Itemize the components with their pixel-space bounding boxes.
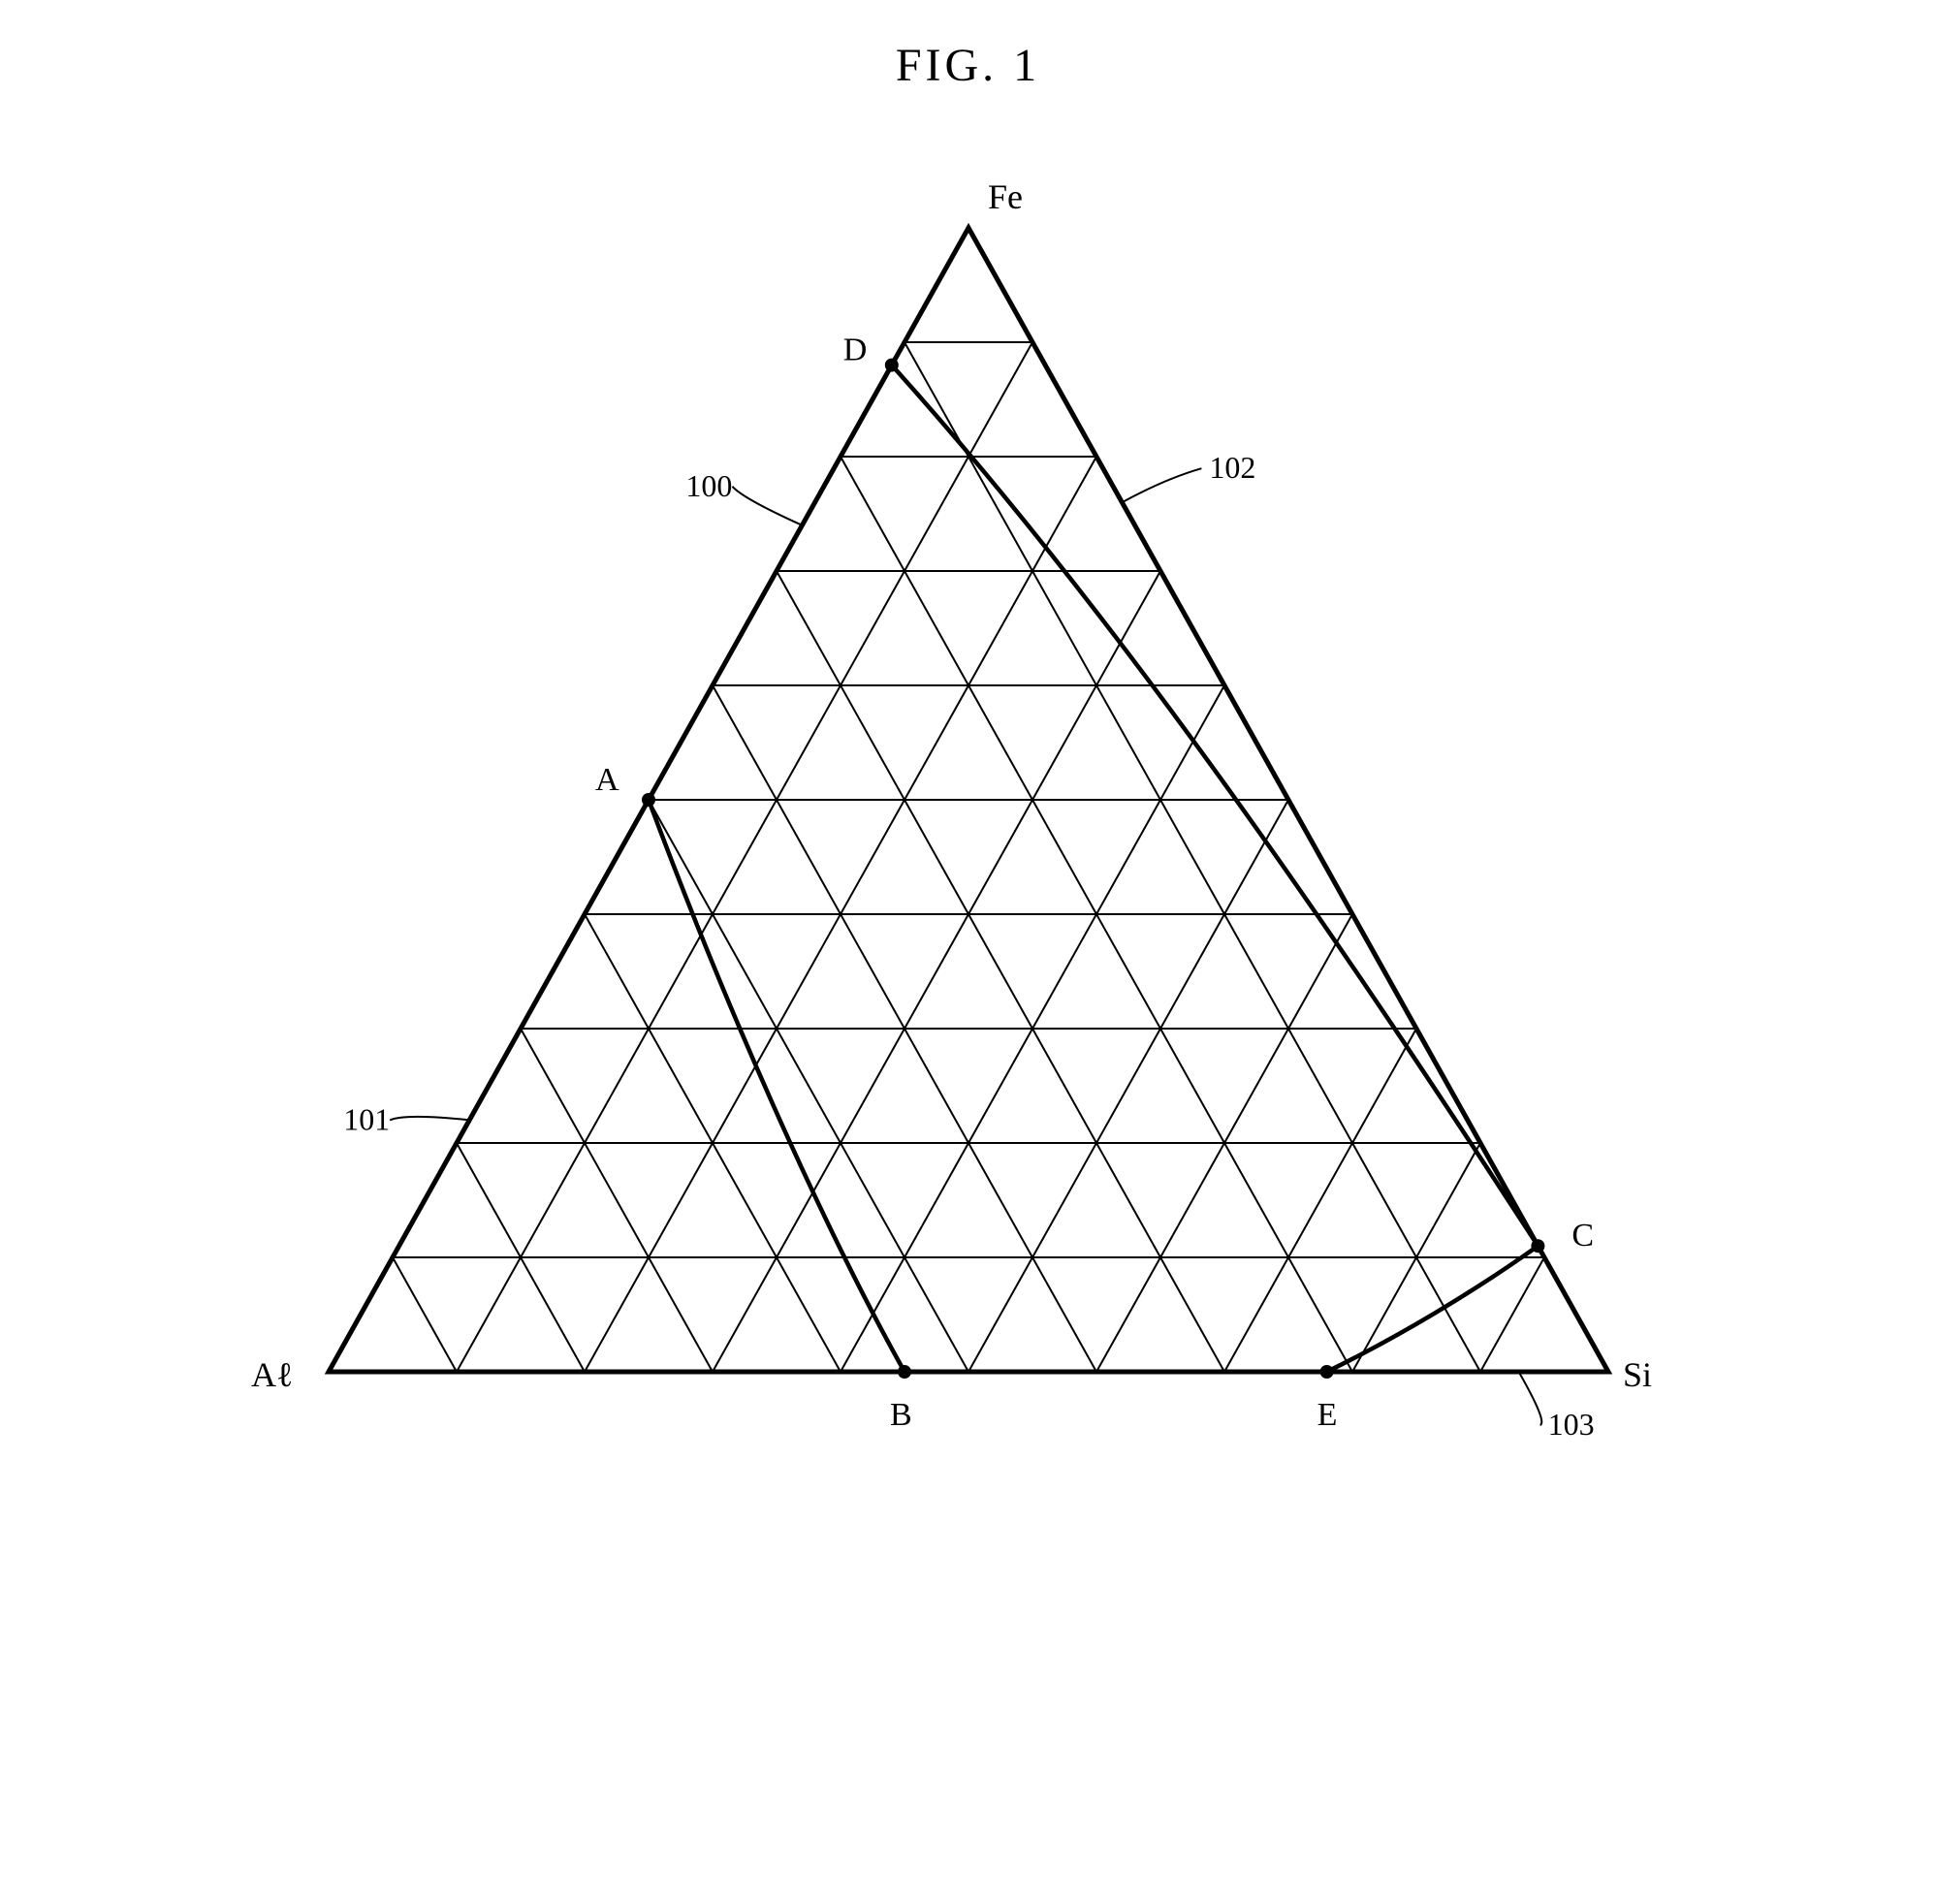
point-label-C: C (1571, 1218, 1594, 1253)
leader-102 (1122, 468, 1201, 502)
ternary-diagram: A B C D E Fe Aℓ Si 100 101 102 103 (193, 150, 1744, 1604)
point-A (642, 793, 655, 807)
point-E (1319, 1365, 1333, 1379)
grid-line (905, 342, 1480, 1372)
leader-101 (390, 1117, 469, 1121)
curve-AB (649, 800, 905, 1372)
grid-line (1224, 1029, 1416, 1372)
ref-label-102: 102 (1209, 450, 1255, 485)
grid-line (713, 571, 1160, 1372)
ref-label-100: 100 (685, 468, 732, 503)
curve-DC (891, 365, 1538, 1247)
leader-100 (732, 487, 802, 525)
point-label-E: E (1317, 1397, 1337, 1433)
point-label-A: A (595, 762, 619, 798)
vertex-label-fe: Fe (988, 177, 1023, 216)
vertex-label-al: Aℓ (251, 1355, 293, 1394)
ref-label-101: 101 (343, 1101, 390, 1136)
point-label-D: D (842, 333, 867, 368)
point-C (1531, 1239, 1544, 1253)
curve-CE (1326, 1246, 1538, 1372)
point-B (898, 1365, 911, 1379)
vertex-label-si: Si (1623, 1355, 1652, 1394)
grid-line (393, 1257, 457, 1372)
point-label-B: B (890, 1397, 912, 1433)
grid-line (1480, 1257, 1544, 1372)
grid-line (521, 1029, 713, 1372)
point-D (884, 359, 898, 372)
grid-line (968, 800, 1288, 1372)
leader-103 (1518, 1372, 1541, 1425)
ref-label-103: 103 (1547, 1407, 1594, 1442)
figure-title: FIG. 1 (896, 39, 1040, 92)
grid-line (649, 800, 968, 1372)
